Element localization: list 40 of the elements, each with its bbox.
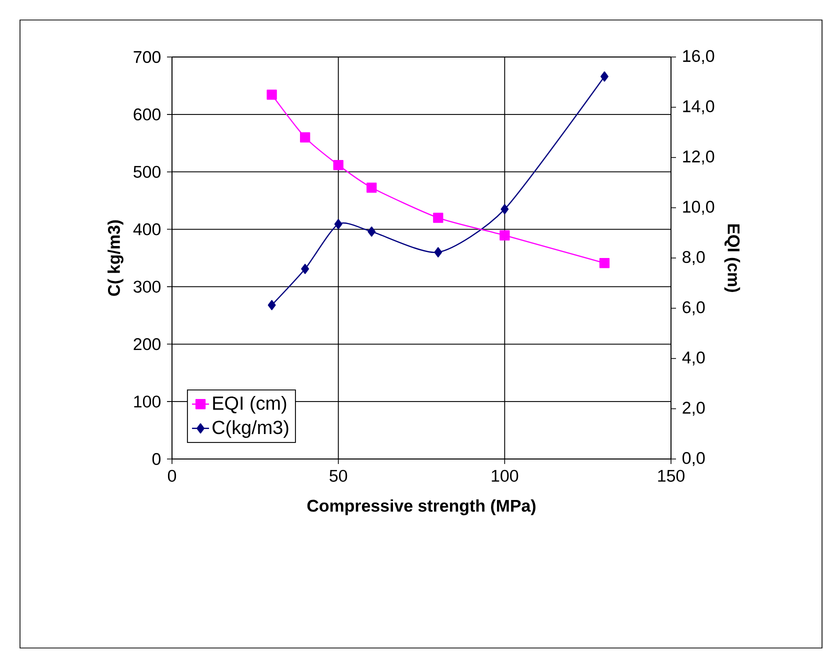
x-tick-label: 50 xyxy=(330,470,348,482)
point xyxy=(600,71,608,82)
y-tick-label: 300 xyxy=(134,280,160,293)
y-tick-label: 700 xyxy=(134,51,160,63)
y2-tick-label: 14,0 xyxy=(683,100,714,114)
y-tick-label: 500 xyxy=(134,166,160,178)
point xyxy=(301,264,310,274)
point xyxy=(268,300,276,310)
legend-label: C(kg/m3) xyxy=(212,420,288,438)
legend-label: EQI (cm) xyxy=(213,396,286,414)
y-tick-label: 100 xyxy=(134,396,160,408)
x-tick-label: 0 xyxy=(168,470,176,482)
y-axis-title: C( kg/m3) xyxy=(108,220,124,296)
y2-tick-label: 0,0 xyxy=(682,452,705,466)
y2-tick-label: 16,0 xyxy=(683,50,714,64)
x-tick-label: 150 xyxy=(658,470,684,482)
point xyxy=(366,182,377,193)
x-axis-title: Compressive strength (MPa) xyxy=(307,499,536,516)
point xyxy=(333,160,344,170)
y2-tick-label: 6,0 xyxy=(682,301,705,316)
point xyxy=(433,212,444,223)
y2-tick-label: 10,0 xyxy=(683,200,714,215)
point xyxy=(334,219,342,230)
point xyxy=(599,258,610,268)
y2-tick-label: 12,0 xyxy=(683,150,714,164)
y-tick-label: 0 xyxy=(152,453,161,465)
y2-tick-label: 8,0 xyxy=(682,251,705,265)
y-tick-label: 200 xyxy=(134,338,160,350)
y2-tick-label: 4,0 xyxy=(682,352,705,366)
point xyxy=(266,90,277,100)
y2-tick-label: 2,0 xyxy=(682,402,705,416)
point xyxy=(500,204,509,214)
y2-axis-title: EQI (cm) xyxy=(724,224,740,292)
y-tick-label: 600 xyxy=(134,108,160,120)
point xyxy=(434,247,442,258)
point xyxy=(300,132,310,142)
point xyxy=(368,226,376,237)
point xyxy=(500,230,510,240)
y-tick-label: 400 xyxy=(133,223,160,236)
x-tick-label: 100 xyxy=(492,470,518,482)
